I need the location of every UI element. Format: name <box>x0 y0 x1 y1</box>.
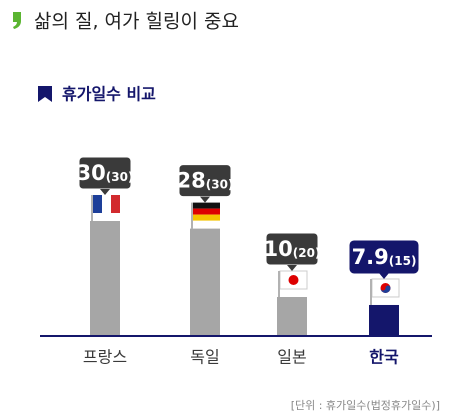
flag <box>193 208 220 215</box>
value-label: 30(30) <box>77 161 134 185</box>
flag <box>93 195 102 213</box>
x-tick-label: 독일 <box>190 348 219 367</box>
flag <box>193 214 220 221</box>
callout-pointer <box>100 189 110 195</box>
flag <box>102 195 111 213</box>
bar <box>190 228 220 335</box>
value-label: 28(30) <box>177 169 234 193</box>
value-label: 7.9(15) <box>352 245 417 269</box>
flag <box>380 285 391 293</box>
callout-pointer <box>379 272 389 279</box>
unit-note: [단위 : 휴가일수(법정휴가일수)] <box>291 398 440 412</box>
statutory-value: (30) <box>106 170 134 184</box>
x-tick-label: 한국 <box>369 348 399 367</box>
value-label: 10(20) <box>264 237 321 261</box>
subtitle: 휴가일수 비교 <box>62 85 156 104</box>
bar <box>90 221 120 335</box>
chart-title: 삶의 질, 여가 힐링이 중요 <box>34 11 239 33</box>
statutory-value: (15) <box>389 253 417 267</box>
value: 7.9 <box>352 245 389 269</box>
value: 28 <box>177 169 206 193</box>
value: 10 <box>264 237 293 261</box>
subtitle-icon <box>38 86 52 102</box>
quote-icon <box>13 12 21 29</box>
value: 30 <box>77 161 106 185</box>
bar <box>277 297 307 335</box>
x-tick-label: 프랑스 <box>83 348 127 367</box>
flag <box>288 275 299 285</box>
callout-pointer <box>200 196 210 203</box>
callout <box>349 240 419 274</box>
flag <box>193 202 220 209</box>
bar <box>369 304 399 335</box>
flag <box>111 195 120 213</box>
statutory-value: (20) <box>293 246 321 260</box>
callout-pointer <box>287 265 297 271</box>
statutory-value: (30) <box>206 177 234 191</box>
x-tick-label: 일본 <box>277 348 306 367</box>
